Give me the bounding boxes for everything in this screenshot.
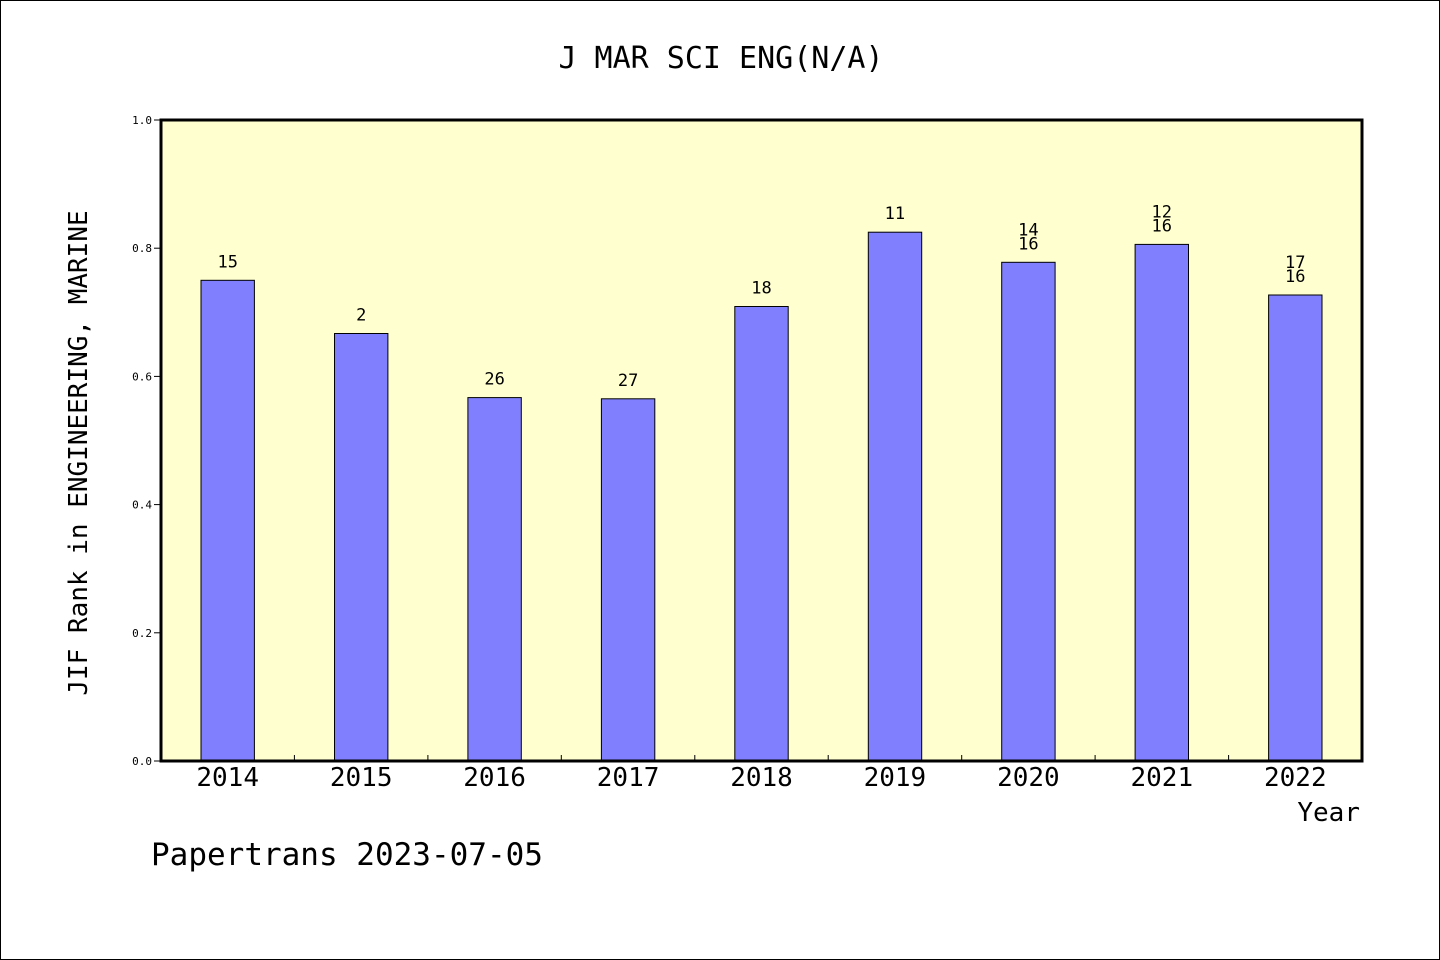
x-tick-label: 2018	[730, 763, 793, 793]
x-tick-label: 2020	[997, 763, 1060, 793]
x-tick-label: 2016	[463, 763, 526, 793]
bar-value-label: 11	[885, 204, 905, 224]
y-tick-label: 0.4	[132, 499, 152, 512]
y-tick-label: 0.6	[132, 370, 152, 383]
bar-value-label: 17	[1285, 253, 1305, 273]
bar	[467, 397, 522, 762]
bar-value-label: 16	[1285, 267, 1305, 287]
x-tick-label: 2017	[597, 763, 660, 793]
bar-value-label: 15	[217, 252, 237, 272]
x-tick-label: 2015	[330, 763, 393, 793]
x-tick-label: 2014	[196, 763, 259, 793]
plot-frame	[159, 118, 1364, 763]
bar-value-label: 26	[484, 370, 504, 390]
y-tick-label: 0.0	[132, 755, 152, 768]
bar-value-label: 2	[356, 306, 366, 326]
x-tick-label: 2021	[1130, 763, 1193, 793]
x-axis: 2014 2015 2016 2017 2018 2019 2020 2021 2022	[196, 755, 1327, 793]
y-axis: 0.0 0.2 0.4 0.6 0.8 1.0	[132, 114, 161, 768]
bar	[200, 279, 255, 762]
x-tick-label: 2022	[1264, 763, 1327, 793]
bar-value-label: 16	[1152, 216, 1172, 236]
bar-value-label: 16	[1018, 234, 1038, 254]
bar	[734, 306, 789, 762]
bar	[1134, 243, 1189, 762]
y-axis-label: JIF Rank in ENGINEERING, MARINE	[64, 210, 94, 695]
bar-value-label: 14	[1018, 220, 1038, 240]
bar	[1001, 261, 1056, 762]
bar	[334, 333, 389, 762]
bar	[867, 231, 923, 762]
x-axis-label: Year	[1297, 798, 1360, 828]
bar	[600, 398, 656, 762]
bar-value-label: 18	[751, 279, 771, 299]
footer-text: Papertrans 2023-07-05	[151, 837, 543, 873]
x-tick-label: 2019	[864, 763, 927, 793]
bar-value-label: 12	[1152, 202, 1172, 222]
y-tick-label: 1.0	[132, 114, 152, 127]
chart-title: J MAR SCI ENG(N/A)	[558, 41, 883, 76]
bar	[1268, 294, 1323, 762]
y-tick-label: 0.2	[132, 627, 152, 640]
bar-value-label: 27	[618, 371, 638, 391]
y-tick-label: 0.8	[132, 242, 152, 255]
